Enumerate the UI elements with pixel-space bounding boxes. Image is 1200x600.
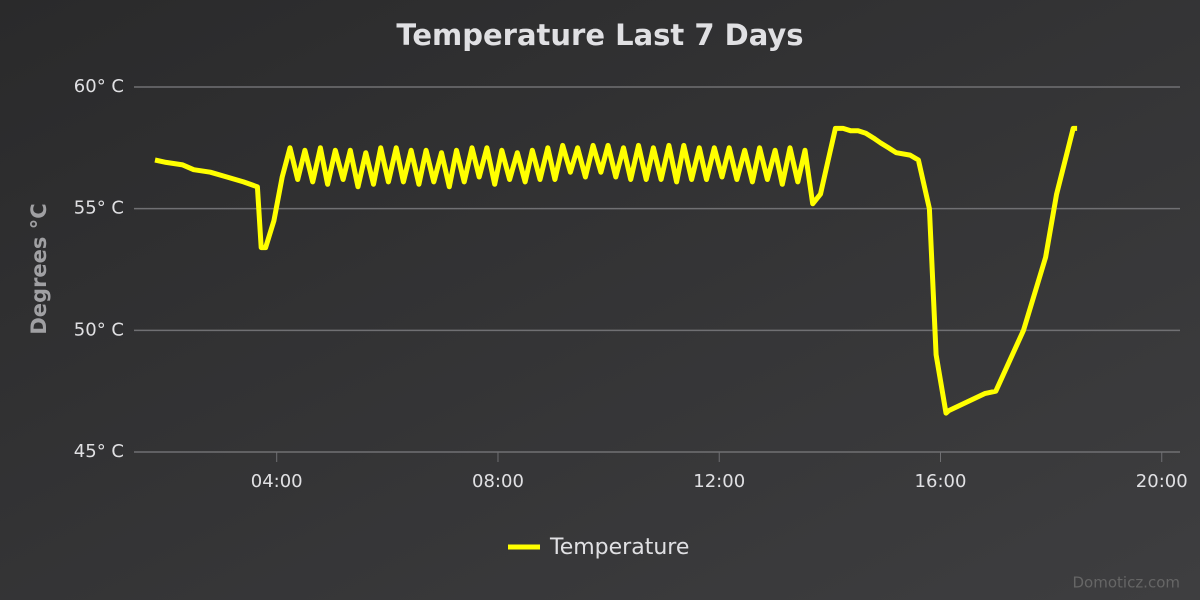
chart-title: Temperature Last 7 Days <box>396 18 803 52</box>
x-tick-label: 16:00 <box>915 471 967 492</box>
x-tick-label: 20:00 <box>1136 471 1188 492</box>
legend-label: Temperature <box>549 535 689 560</box>
credit: Domoticz.com <box>1073 574 1181 592</box>
y-tick-label: 55° C <box>74 198 124 219</box>
line <box>154 125 1078 416</box>
y-tick-label: 45° C <box>74 441 124 462</box>
y-axis-title: Degrees °C <box>27 203 51 334</box>
y-tick-label: 60° C <box>74 76 124 97</box>
x-tick-label: 12:00 <box>693 471 745 492</box>
x-tick-label: 08:00 <box>472 471 524 492</box>
x-tick-label: 04:00 <box>251 471 303 492</box>
y-tick-label: 50° C <box>74 319 124 340</box>
